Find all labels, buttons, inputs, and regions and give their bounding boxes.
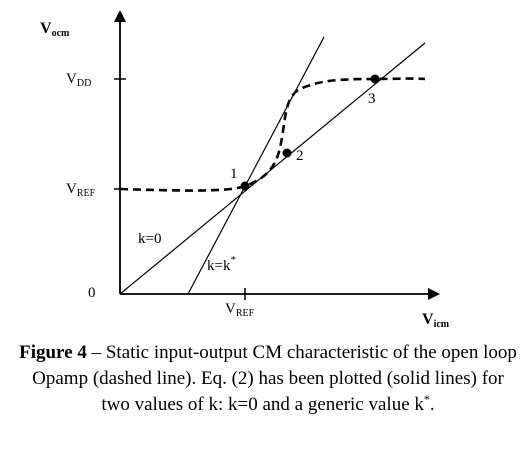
point-1-label: 1 xyxy=(230,166,238,182)
line-k-star xyxy=(187,36,325,295)
caption-end: . xyxy=(429,394,435,415)
y-axis-label: Vocm xyxy=(40,20,70,39)
x-axis-label: Vicm xyxy=(422,311,450,330)
x-tick-label-vref: VREF xyxy=(225,301,255,319)
figure-number: Figure 4 xyxy=(19,342,87,363)
caption-superscript: * xyxy=(423,392,430,406)
point-3-marker xyxy=(370,74,380,84)
point-3-label: 3 xyxy=(368,91,376,107)
point-1-marker xyxy=(240,181,250,191)
y-tick-label-vref: VREF xyxy=(66,181,96,199)
label-k-0: k=0 xyxy=(138,231,161,247)
y-tick-label-vdd: VDD xyxy=(66,71,91,89)
cm-characteristic-diagram: Vocm Vicm 0 VDD VREF VREF 1 2 3 k=0 k=k* xyxy=(40,10,450,330)
point-2-label: 2 xyxy=(296,148,304,164)
caption-text: – Static input-output CM characteristic … xyxy=(32,342,517,415)
point-2-marker xyxy=(282,148,292,158)
origin-label: 0 xyxy=(88,285,96,301)
figure-caption: Figure 4 – Static input-output CM charac… xyxy=(18,340,518,418)
label-k-star: k=k* xyxy=(207,254,236,274)
